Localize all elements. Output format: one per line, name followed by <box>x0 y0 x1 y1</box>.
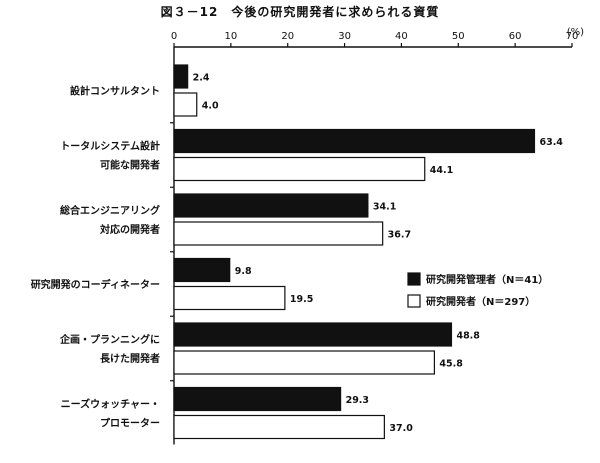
category-label: 総合エンジニアリング <box>60 204 160 217</box>
data-label: 4.0 <box>202 101 219 112</box>
x-tick-label: 50 <box>452 31 465 42</box>
data-label: 29.3 <box>346 395 369 406</box>
category-label: プロモーター <box>100 417 160 430</box>
unit-label: (%) <box>567 27 584 38</box>
bar-manager <box>173 193 369 218</box>
x-tick-label: 40 <box>395 31 408 42</box>
bar-developer <box>173 285 286 311</box>
category-label: 企画・プランニングに <box>59 333 160 346</box>
x-tick-label: 20 <box>281 31 294 42</box>
x-tick-label: 0 <box>171 31 177 42</box>
data-label: 37.0 <box>389 423 413 434</box>
data-label: 45.8 <box>439 359 463 370</box>
x-tick-label: 60 <box>509 31 522 42</box>
data-label: 44.1 <box>430 165 453 176</box>
legend-swatch <box>407 272 421 286</box>
bar-manager <box>173 257 231 283</box>
category-label: 設計コンサルタント <box>70 85 160 98</box>
category-label: ニーズウォッチャー・ <box>61 398 160 411</box>
category-label: 研究開発のコーディネーター <box>31 278 160 291</box>
bar-manager <box>173 322 453 347</box>
bars: 2.4 4.0 63.4 44.1 34.1 36.7 9.8 19.5 48.8 45.8 29.… <box>173 64 563 440</box>
bar-developer <box>173 156 426 182</box>
bar-developer <box>173 92 198 117</box>
category-labels: 設計コンサルタントトータルシステム設計可能な開発者総合エンジニアリング対応の開発… <box>31 85 160 430</box>
bar-developer <box>173 350 436 375</box>
data-label: 2.4 <box>193 73 210 84</box>
legend: 研究開発管理者（N＝41） 研究開発者（N＝297） <box>407 272 548 308</box>
data-label: 19.5 <box>290 294 313 305</box>
data-label: 63.4 <box>539 137 563 148</box>
x-tick-label: 10 <box>224 31 237 42</box>
data-label: 48.8 <box>456 331 480 342</box>
bar-developer <box>173 414 385 440</box>
category-label: トータルシステム設計 <box>60 140 160 153</box>
data-label: 36.7 <box>388 230 411 241</box>
legend-label: 研究開発管理者（N＝41） <box>426 273 548 286</box>
chart-title: 図３－12 今後の研究開発者に求められる資質 <box>161 4 440 19</box>
x-tick-label: 70 <box>566 31 579 42</box>
bar-manager <box>173 128 536 154</box>
category-label: 可能な開発者 <box>100 159 160 172</box>
category-label: 長けた開発者 <box>100 352 160 365</box>
data-label: 9.8 <box>235 266 252 277</box>
category-label: 対応の開発者 <box>99 223 160 236</box>
legend-swatch <box>407 294 421 308</box>
bar-manager <box>173 64 189 89</box>
bar-developer <box>173 221 384 246</box>
data-label: 34.1 <box>373 202 396 213</box>
x-tick-label: 30 <box>338 31 351 42</box>
bar-manager <box>173 386 342 412</box>
legend-label: 研究開発者（N＝297） <box>426 295 535 308</box>
